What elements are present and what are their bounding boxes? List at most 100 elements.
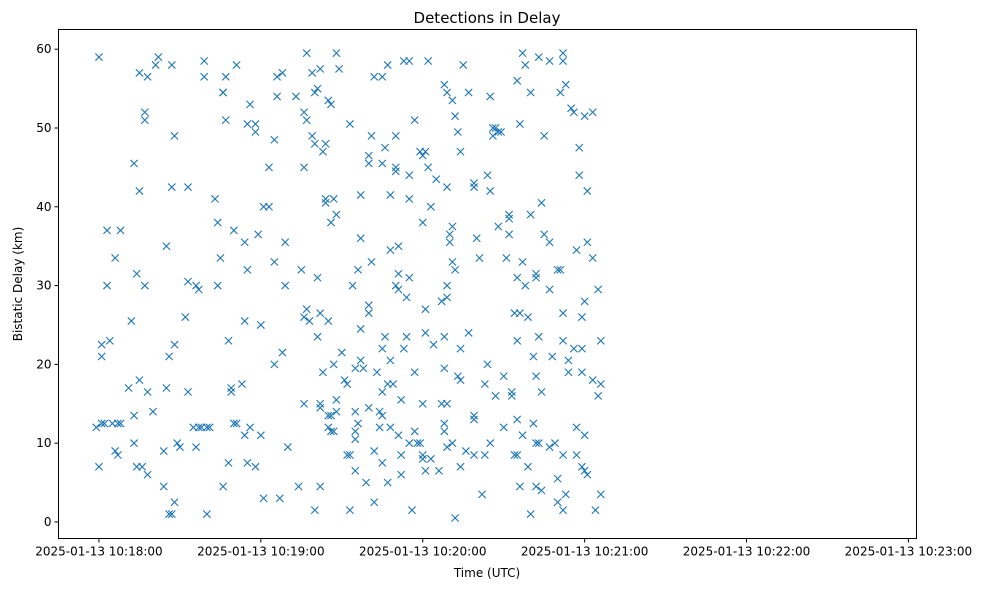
data-point — [165, 510, 174, 519]
data-point — [521, 60, 530, 69]
y-tick-label: 40 — [36, 200, 51, 214]
data-point — [394, 269, 403, 278]
data-point — [426, 454, 435, 463]
data-point — [140, 116, 149, 125]
data-point — [559, 49, 568, 58]
data-point — [389, 380, 398, 389]
data-point — [507, 387, 516, 396]
data-point — [451, 112, 460, 121]
data-point — [526, 88, 535, 97]
y-axis: 0 10 20 30 40 50 60 — [36, 42, 59, 529]
data-point — [402, 332, 411, 341]
data-point — [372, 368, 381, 377]
data-point — [367, 131, 376, 140]
data-point — [526, 510, 535, 519]
data-point — [564, 356, 573, 365]
data-point — [351, 364, 360, 373]
data-point — [94, 462, 103, 471]
data-point — [448, 222, 457, 231]
data-point — [111, 254, 120, 262]
data-point — [596, 336, 605, 345]
data-point — [416, 439, 425, 448]
data-point — [424, 163, 433, 172]
data-point — [264, 202, 273, 211]
data-point — [300, 313, 309, 322]
data-point — [380, 332, 389, 341]
data-point — [448, 96, 457, 105]
data-point — [329, 427, 338, 436]
x-tick-label: 2025-01-13 10:20:00 — [359, 545, 486, 559]
data-point — [386, 423, 395, 432]
data-point — [170, 498, 179, 507]
data-point — [337, 348, 346, 357]
data-point — [378, 387, 387, 396]
data-point — [418, 399, 427, 408]
data-point — [440, 427, 449, 436]
data-point — [305, 317, 314, 326]
data-point — [594, 285, 603, 294]
data-point — [494, 222, 503, 231]
data-point — [470, 179, 478, 188]
data-point — [275, 494, 284, 503]
data-point — [316, 482, 325, 491]
data-point — [270, 135, 279, 144]
data-point — [278, 68, 287, 77]
data-point — [502, 254, 511, 262]
data-point — [559, 450, 568, 459]
data-point — [192, 443, 201, 452]
data-point — [418, 454, 427, 463]
data-point — [564, 368, 573, 377]
data-point — [515, 482, 524, 491]
data-point — [534, 439, 543, 448]
data-point — [561, 80, 570, 89]
data-point — [143, 470, 152, 479]
data-point — [162, 384, 171, 392]
data-point — [580, 297, 589, 306]
y-tick-label: 60 — [36, 42, 51, 56]
data-point — [132, 269, 141, 278]
data-point — [383, 478, 392, 487]
data-point — [300, 163, 309, 172]
data-point — [448, 257, 457, 266]
data-point — [302, 305, 311, 314]
data-point — [232, 60, 241, 69]
data-point — [575, 143, 584, 152]
data-point — [324, 96, 333, 105]
data-point — [553, 265, 562, 274]
data-point — [591, 506, 600, 515]
data-point — [294, 482, 303, 491]
data-point — [237, 380, 246, 389]
data-point — [345, 506, 354, 515]
data-point — [513, 415, 522, 424]
data-point — [559, 336, 568, 345]
data-point — [345, 120, 354, 129]
data-point — [443, 281, 452, 290]
data-point — [232, 419, 241, 428]
data-point — [354, 419, 362, 428]
data-point — [470, 415, 478, 424]
data-point — [124, 384, 133, 392]
data-point — [499, 372, 508, 381]
data-point — [445, 230, 454, 239]
data-point — [445, 238, 454, 247]
data-point — [329, 194, 338, 203]
data-point — [580, 431, 589, 440]
data-point — [470, 450, 478, 459]
data-point — [251, 127, 260, 136]
data-point — [561, 490, 570, 499]
data-point — [580, 112, 589, 121]
data-point — [405, 439, 414, 448]
data-point — [421, 147, 430, 156]
data-point — [345, 450, 354, 459]
data-point — [316, 64, 325, 73]
data-point — [537, 387, 546, 396]
data-point — [577, 368, 586, 377]
x-axis: 2025-01-13 10:18:00 2025-01-13 10:19:00 20… — [35, 538, 972, 559]
data-point — [532, 273, 541, 282]
data-point — [513, 336, 522, 345]
data-point — [181, 313, 190, 322]
data-point — [351, 407, 360, 416]
data-point — [105, 336, 114, 345]
data-point — [553, 498, 562, 507]
data-point — [378, 344, 387, 353]
